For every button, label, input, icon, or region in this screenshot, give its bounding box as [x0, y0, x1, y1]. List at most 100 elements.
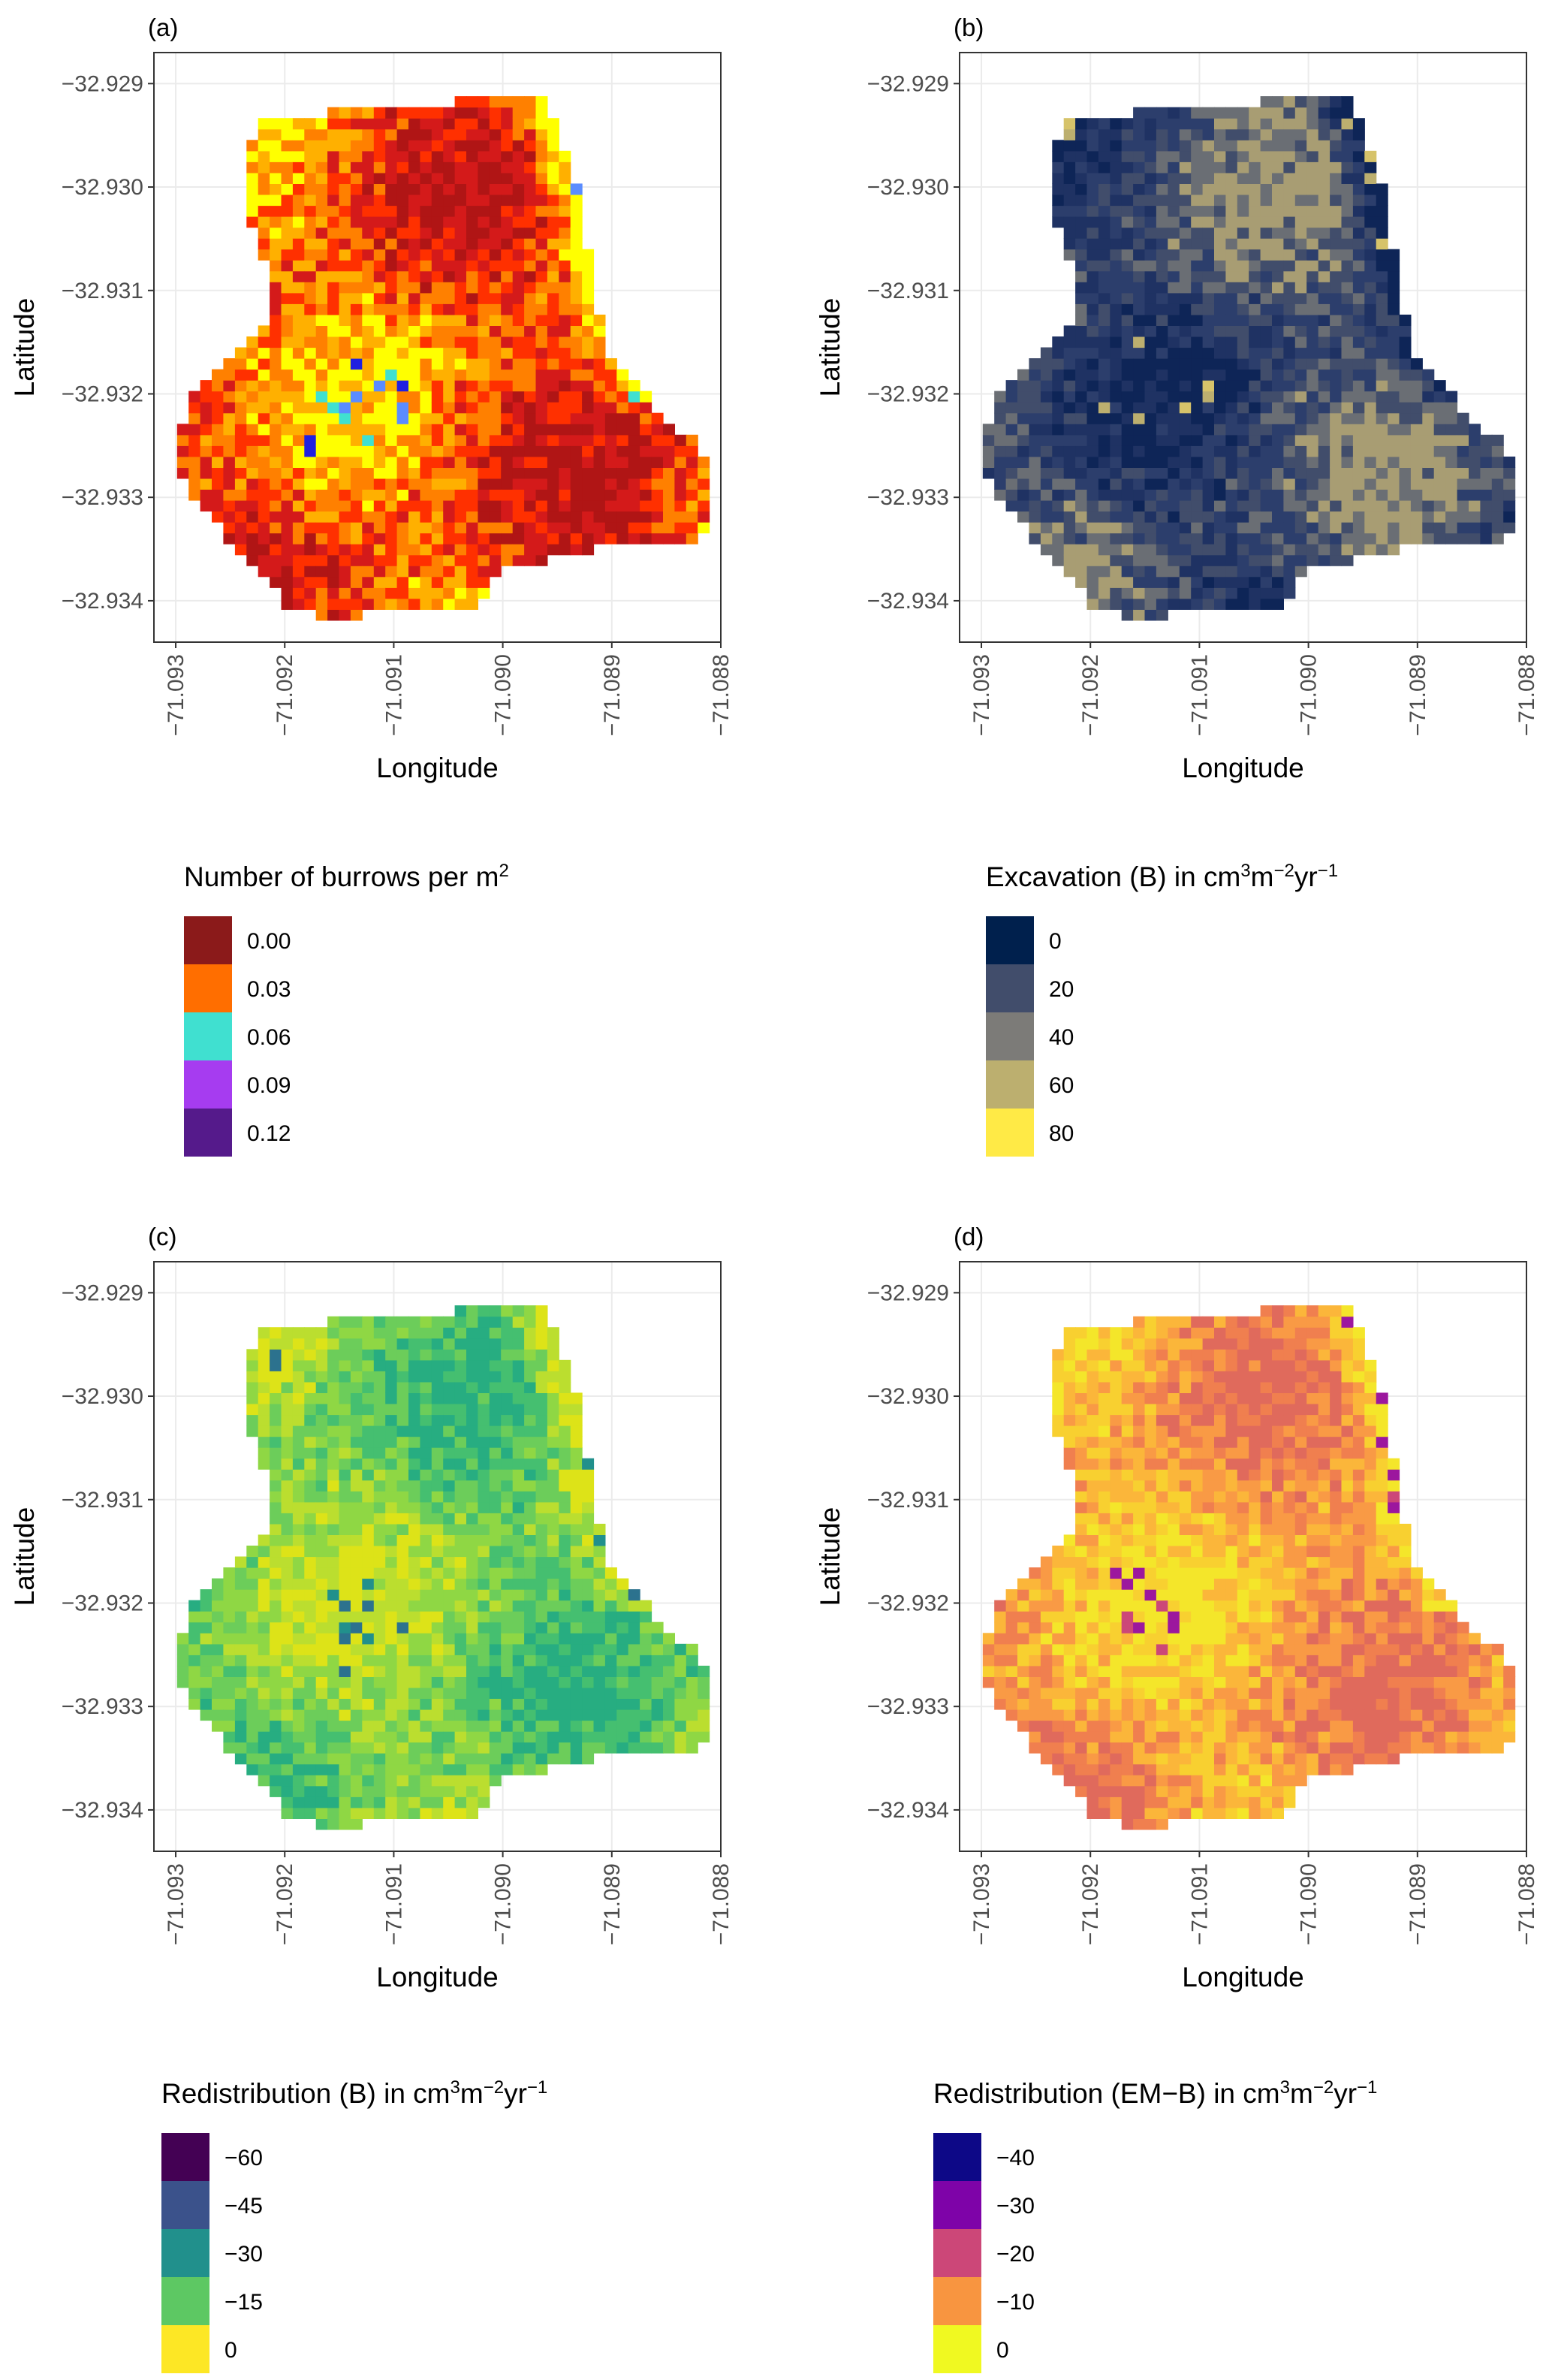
- raster-cell: [1283, 161, 1296, 173]
- raster-cell: [628, 456, 640, 468]
- raster-cell: [258, 522, 270, 534]
- raster-cell: [1318, 161, 1331, 173]
- legend-swatch: [184, 1060, 232, 1109]
- raster-cell: [327, 1621, 340, 1633]
- raster-cell: [1237, 391, 1249, 403]
- raster-cell: [547, 1338, 559, 1350]
- raster-cell: [408, 292, 420, 304]
- raster-cell: [1040, 1611, 1053, 1623]
- raster-cell: [582, 1501, 595, 1513]
- raster-cell: [362, 1392, 375, 1404]
- raster-cell: [1249, 205, 1261, 217]
- raster-cell: [1040, 1687, 1053, 1699]
- raster-cell: [443, 1447, 456, 1459]
- raster-cell: [686, 500, 698, 512]
- raster-cell: [362, 260, 375, 272]
- raster-cell: [304, 1763, 317, 1775]
- raster-cell: [270, 1665, 282, 1677]
- raster-cell: [292, 358, 305, 370]
- raster-cell: [304, 1338, 317, 1350]
- raster-cell: [200, 1698, 212, 1710]
- raster-cell: [234, 402, 247, 414]
- raster-cell: [270, 216, 282, 228]
- raster-cell: [582, 1480, 595, 1492]
- raster-cell: [350, 140, 363, 152]
- raster-cell: [234, 467, 247, 479]
- raster-cell: [431, 227, 444, 239]
- raster-cell: [292, 1753, 305, 1765]
- raster-cell: [524, 1359, 537, 1371]
- raster-cell: [1144, 489, 1157, 501]
- raster-cell: [431, 391, 444, 403]
- raster-cell: [1029, 1567, 1041, 1579]
- raster-cell: [489, 1589, 502, 1601]
- raster-cell: [281, 1709, 294, 1721]
- raster-cell: [593, 489, 606, 501]
- raster-cell: [304, 336, 317, 348]
- raster-cell: [362, 478, 375, 490]
- raster-cell: [1445, 522, 1458, 534]
- raster-cell: [640, 1720, 652, 1732]
- raster-cell: [281, 587, 294, 599]
- raster-cell: [1063, 1338, 1076, 1350]
- raster-cell: [1121, 369, 1134, 381]
- raster-cell: [327, 1818, 340, 1830]
- raster-cell: [420, 1556, 432, 1568]
- raster-cell: [431, 1709, 444, 1721]
- raster-cell: [1260, 216, 1273, 228]
- raster-cell: [1075, 1731, 1088, 1743]
- raster-cell: [1283, 303, 1296, 315]
- raster-cell: [350, 314, 363, 326]
- raster-cell: [362, 1775, 375, 1787]
- raster-cell: [1388, 467, 1400, 479]
- raster-cell: [396, 1589, 409, 1601]
- raster-cell: [362, 303, 375, 315]
- raster-cells: [982, 1305, 1516, 1830]
- raster-cell: [1237, 511, 1249, 523]
- raster-cell: [524, 118, 537, 130]
- raster-cell: [489, 522, 502, 534]
- raster-cell: [304, 1665, 317, 1677]
- raster-cell: [559, 1392, 571, 1404]
- legend-title-superscript: 3: [451, 2077, 460, 2098]
- raster-cell: [1098, 1501, 1111, 1513]
- raster-cell: [582, 260, 595, 272]
- raster-cell: [362, 1338, 375, 1350]
- raster-cell: [396, 1338, 409, 1350]
- raster-cell: [1063, 1567, 1076, 1579]
- raster-cell: [1133, 303, 1146, 315]
- raster-cell: [292, 1763, 305, 1775]
- raster-cell: [350, 1709, 363, 1721]
- raster-cell: [1063, 1731, 1076, 1743]
- raster-cell: [593, 1687, 606, 1699]
- raster-cell: [270, 500, 282, 512]
- raster-cell: [466, 1578, 478, 1590]
- raster-cell: [698, 500, 710, 512]
- raster-cell: [535, 118, 548, 130]
- raster-cell: [1110, 500, 1123, 512]
- raster-cell: [582, 424, 595, 436]
- raster-cell: [1029, 391, 1041, 403]
- raster-cell: [524, 1305, 537, 1317]
- raster-cell: [547, 1371, 559, 1383]
- raster-cell: [1422, 478, 1435, 490]
- raster-cell: [1283, 358, 1296, 370]
- raster-cell: [431, 249, 444, 261]
- raster-cell: [466, 554, 478, 566]
- raster-cell: [431, 1807, 444, 1819]
- raster-cell: [1376, 445, 1388, 457]
- raster-cell: [223, 1567, 236, 1579]
- raster-cell: [628, 1611, 640, 1623]
- raster-cell: [535, 1633, 548, 1645]
- raster-cell: [1491, 456, 1504, 468]
- raster-cell: [570, 391, 583, 403]
- raster-cell: [616, 1720, 629, 1732]
- raster-cell: [339, 249, 351, 261]
- raster-cell: [315, 1556, 328, 1568]
- raster-cell: [524, 1338, 537, 1350]
- raster-cell: [524, 1611, 537, 1623]
- raster-cell: [1110, 303, 1123, 315]
- raster-cell: [315, 140, 328, 152]
- raster-cell: [315, 282, 328, 294]
- raster-cell: [1121, 325, 1134, 337]
